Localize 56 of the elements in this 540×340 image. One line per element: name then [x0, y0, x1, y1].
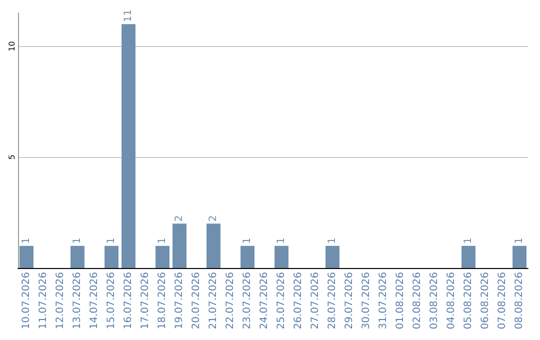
data-label: 1 — [106, 237, 117, 244]
x-tick-label: 11.07.2026 — [38, 272, 49, 330]
data-label: 1 — [327, 237, 338, 244]
x-tick-label: 15.07.2026 — [106, 272, 117, 330]
bar — [156, 246, 170, 268]
bar — [462, 246, 476, 268]
y-tick-label: 5 — [8, 154, 16, 160]
y-tick-label: 10 — [8, 41, 16, 52]
x-tick-label: 31.07.2026 — [378, 272, 389, 330]
x-tick-label: 26.07.2026 — [293, 272, 304, 330]
bar — [206, 224, 220, 268]
x-tick-label: 20.07.2026 — [191, 272, 202, 330]
data-label: 1 — [21, 237, 32, 244]
x-tick-label: 05.08.2026 — [463, 272, 474, 330]
bar — [104, 246, 118, 268]
data-label: 1 — [276, 237, 287, 244]
bar — [20, 246, 34, 268]
x-tick-label: 24.07.2026 — [259, 272, 270, 330]
data-label: 2 — [208, 215, 219, 222]
x-tick-label: 14.07.2026 — [89, 272, 100, 330]
x-tick-label: 25.07.2026 — [276, 272, 287, 330]
x-tick-label: 07.08.2026 — [497, 272, 508, 330]
x-tick-label: 10.07.2026 — [21, 272, 32, 330]
x-tick-label: 01.08.2026 — [395, 272, 406, 330]
data-label: 1 — [72, 237, 83, 244]
data-label: 1 — [242, 237, 253, 244]
x-tick-label: 12.07.2026 — [55, 272, 66, 330]
data-label: 1 — [157, 237, 168, 244]
bar — [240, 246, 254, 268]
x-tick-label: 13.07.2026 — [72, 272, 83, 330]
x-tick-label: 06.08.2026 — [480, 272, 491, 330]
bar — [274, 246, 288, 268]
x-tick-label: 30.07.2026 — [361, 272, 372, 330]
bar — [70, 246, 84, 268]
x-tick-label: 03.08.2026 — [429, 272, 440, 330]
bar — [512, 246, 526, 268]
bar — [122, 24, 136, 268]
x-tick-label: 23.07.2026 — [242, 272, 253, 330]
x-tick-label: 02.08.2026 — [412, 272, 423, 330]
x-tick-label: 27.07.2026 — [310, 272, 321, 330]
x-tick-label: 16.07.2026 — [123, 272, 134, 330]
x-tick-label: 08.08.2026 — [514, 272, 525, 330]
x-tick-label: 28.07.2026 — [327, 272, 338, 330]
x-tick-label: 17.07.2026 — [140, 272, 151, 330]
bar — [326, 246, 340, 268]
x-tick-label: 22.07.2026 — [225, 272, 236, 330]
data-label: 11 — [123, 9, 134, 22]
x-tick-label: 29.07.2026 — [344, 272, 355, 330]
x-tick-label: 19.07.2026 — [174, 272, 185, 330]
data-label: 2 — [174, 215, 185, 222]
x-tick-label: 21.07.2026 — [208, 272, 219, 330]
x-tick-label: 18.07.2026 — [157, 272, 168, 330]
bar — [172, 224, 186, 268]
data-label: 1 — [514, 237, 525, 244]
x-tick-label: 04.08.2026 — [446, 272, 457, 330]
data-label: 1 — [463, 237, 474, 244]
